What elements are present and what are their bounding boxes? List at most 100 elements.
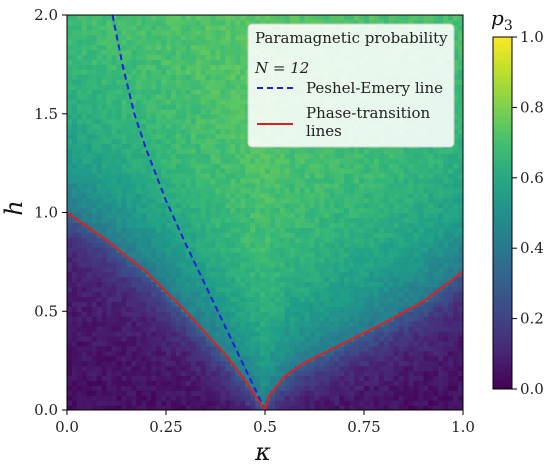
heatmap-cell bbox=[175, 197, 182, 204]
heatmap-cell bbox=[403, 405, 410, 410]
heatmap-cell bbox=[260, 340, 266, 347]
heatmap-cell bbox=[180, 232, 187, 238]
heatmap-cell bbox=[349, 350, 355, 357]
heatmap-cell bbox=[448, 345, 454, 352]
heatmap-cell bbox=[121, 301, 127, 307]
heatmap-cell bbox=[101, 345, 108, 352]
heatmap-cell bbox=[230, 173, 236, 179]
heatmap-cell bbox=[96, 271, 103, 278]
heatmap-cell bbox=[195, 187, 202, 194]
heatmap-cell bbox=[141, 321, 147, 327]
heatmap-cell bbox=[433, 385, 439, 391]
heatmap-cell bbox=[131, 281, 137, 288]
heatmap-cell bbox=[81, 365, 88, 372]
heatmap-cell bbox=[413, 207, 420, 214]
heatmap-cell bbox=[146, 173, 152, 179]
heatmap-cell bbox=[180, 261, 187, 268]
heatmap-cell bbox=[240, 173, 246, 179]
heatmap-cell bbox=[146, 118, 152, 125]
heatmap-cell bbox=[398, 266, 405, 273]
heatmap-cell bbox=[359, 158, 365, 164]
heatmap-cell bbox=[190, 247, 197, 253]
heatmap-cell bbox=[151, 103, 157, 110]
heatmap-cell bbox=[151, 311, 157, 317]
heatmap-cell bbox=[304, 375, 311, 381]
heatmap-cell bbox=[185, 365, 192, 372]
heatmap-cell bbox=[175, 365, 182, 372]
heatmap-cell bbox=[349, 242, 355, 248]
heatmap-cell bbox=[81, 291, 88, 298]
heatmap-cell bbox=[126, 321, 132, 327]
heatmap-cell bbox=[225, 217, 231, 223]
heatmap-cell bbox=[106, 202, 113, 209]
heatmap-cell bbox=[398, 375, 405, 381]
heatmap-cell bbox=[388, 266, 395, 273]
heatmap-cell bbox=[101, 291, 108, 298]
heatmap-cell bbox=[67, 256, 73, 263]
heatmap-cell bbox=[190, 261, 197, 268]
heatmap-cell bbox=[225, 276, 231, 283]
heatmap-cell bbox=[96, 212, 103, 219]
heatmap-cell bbox=[284, 276, 291, 283]
heatmap-cell bbox=[339, 276, 345, 283]
heatmap-cell bbox=[274, 390, 281, 396]
heatmap-cell bbox=[240, 148, 246, 154]
heatmap-cell bbox=[200, 296, 207, 302]
heatmap-cell bbox=[81, 133, 88, 140]
heatmap-cell bbox=[210, 296, 217, 302]
heatmap-cell bbox=[146, 98, 152, 105]
heatmap-cell bbox=[151, 197, 157, 204]
heatmap-cell bbox=[329, 390, 335, 396]
heatmap-cell bbox=[438, 148, 444, 154]
heatmap-cell bbox=[319, 296, 325, 302]
heatmap-cell bbox=[413, 276, 420, 283]
heatmap-cell bbox=[453, 340, 459, 347]
heatmap-cell bbox=[265, 197, 271, 204]
heatmap-cell bbox=[274, 301, 281, 307]
heatmap-cell bbox=[309, 340, 316, 347]
heatmap-cell bbox=[220, 113, 226, 120]
heatmap-cell bbox=[309, 153, 316, 159]
heatmap-cell bbox=[96, 192, 103, 199]
heatmap-cell bbox=[309, 163, 316, 169]
heatmap-cell bbox=[349, 306, 355, 312]
heatmap-cell bbox=[166, 232, 172, 238]
heatmap-cell bbox=[334, 266, 340, 273]
heatmap-cell bbox=[76, 301, 83, 307]
heatmap-cell bbox=[106, 400, 113, 406]
heatmap-cell bbox=[121, 237, 127, 243]
heatmap-cell bbox=[274, 350, 281, 357]
heatmap-cell bbox=[111, 301, 118, 307]
heatmap-cell bbox=[71, 331, 78, 337]
heatmap-cell bbox=[334, 237, 340, 243]
heatmap-cell bbox=[329, 296, 335, 302]
heatmap-cell bbox=[334, 350, 340, 357]
heatmap-cell bbox=[180, 148, 187, 154]
heatmap-cell bbox=[111, 365, 118, 372]
heatmap-cell bbox=[403, 271, 410, 278]
heatmap-cell bbox=[180, 390, 187, 396]
heatmap-cell bbox=[398, 365, 405, 372]
heatmap-cell bbox=[359, 306, 365, 312]
heatmap-cell bbox=[190, 192, 197, 199]
heatmap-cell bbox=[185, 291, 192, 298]
heatmap-cell bbox=[185, 242, 192, 248]
heatmap-cell bbox=[354, 350, 360, 357]
heatmap-cell bbox=[195, 237, 202, 243]
heatmap-cell bbox=[111, 197, 118, 204]
heatmap-cell bbox=[151, 321, 157, 327]
heatmap-cell bbox=[418, 321, 424, 327]
heatmap-cell bbox=[185, 385, 192, 391]
heatmap-cell bbox=[151, 281, 157, 288]
heatmap-cell bbox=[126, 153, 132, 159]
heatmap-cell bbox=[423, 237, 429, 243]
heatmap-cell bbox=[96, 316, 103, 322]
heatmap-cell bbox=[170, 340, 177, 347]
heatmap-cell bbox=[111, 321, 118, 327]
heatmap-cell bbox=[383, 227, 390, 233]
heatmap-cell bbox=[225, 202, 231, 209]
heatmap-cell bbox=[289, 326, 296, 332]
heatmap-cell bbox=[151, 98, 157, 105]
heatmap-cell bbox=[151, 316, 157, 322]
heatmap-cell bbox=[101, 227, 108, 233]
